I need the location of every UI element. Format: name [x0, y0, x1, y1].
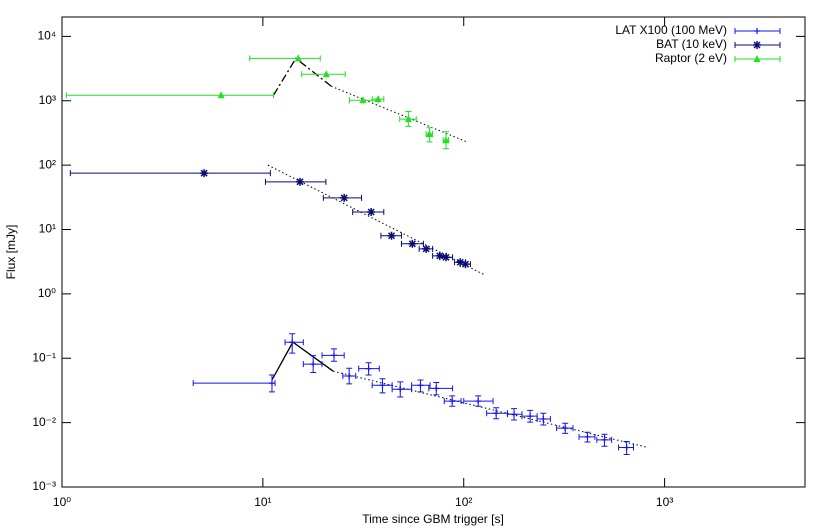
marker [601, 436, 608, 443]
marker [417, 382, 424, 389]
marker [330, 352, 337, 359]
y-tick-label: 10⁻¹ [32, 350, 56, 364]
marker [268, 380, 275, 387]
marker [200, 169, 209, 178]
marker [433, 385, 440, 392]
marker [295, 177, 304, 186]
x-error-bar [301, 71, 346, 78]
marker-stroke [408, 240, 416, 248]
marker [754, 28, 760, 34]
x-tick-label: 10³ [656, 495, 673, 509]
legend-label: BAT (10 keV) [656, 37, 727, 51]
marker [359, 96, 367, 104]
marker [753, 41, 761, 49]
marker [493, 410, 500, 417]
marker [346, 373, 353, 380]
marker-stroke [340, 194, 348, 202]
model-line [331, 85, 468, 143]
marker [289, 339, 296, 346]
marker [425, 130, 433, 138]
plot-frame [61, 16, 806, 488]
marker-shape [753, 55, 761, 62]
x-tick-label: 10⁰ [53, 495, 71, 509]
marker-stroke [442, 253, 450, 261]
marker [404, 115, 412, 123]
marker-shape [359, 96, 367, 104]
marker [441, 253, 450, 262]
x-error-bar [69, 170, 271, 177]
marker [527, 413, 534, 420]
model-line [271, 341, 334, 381]
y-tick-label: 10³ [39, 93, 56, 107]
y-tick-label: 10¹ [39, 222, 56, 236]
x-axis-label: Time since GBM trigger [s] [362, 512, 504, 526]
marker [753, 55, 761, 62]
marker [623, 444, 630, 451]
marker-shape [217, 91, 225, 99]
marker [294, 54, 302, 62]
marker [387, 231, 396, 240]
marker [365, 365, 372, 372]
marker [449, 398, 456, 405]
model-line [272, 57, 332, 96]
marker-shape [294, 54, 302, 62]
marker [408, 239, 417, 248]
model-line [333, 370, 649, 449]
marker-stroke [753, 41, 761, 49]
marker [340, 193, 349, 202]
x-tick-label: 10¹ [254, 495, 271, 509]
legend-label: Raptor (2 eV) [655, 51, 727, 65]
marker-shape [374, 95, 382, 103]
x-error-bar [192, 380, 276, 387]
marker-stroke [387, 232, 396, 240]
marker [584, 433, 591, 440]
marker [367, 208, 376, 217]
marker [540, 415, 547, 422]
marker-shape [442, 136, 450, 144]
marker-shape [322, 70, 330, 78]
marker [475, 398, 482, 405]
marker [397, 386, 404, 393]
y-tick-label: 10⁴ [37, 29, 56, 43]
x-error-bar [264, 178, 327, 185]
x-error-bar [428, 385, 454, 392]
marker [511, 411, 518, 418]
y-tick-label: 10⁻² [32, 415, 56, 429]
marker-stroke [296, 178, 304, 186]
marker-shape [404, 115, 412, 123]
marker [379, 382, 386, 389]
y-tick-label: 10⁰ [38, 286, 56, 300]
marker [374, 95, 382, 103]
marker [422, 244, 431, 253]
marker [322, 70, 330, 78]
marker [461, 260, 470, 269]
y-axis-label: Flux [mJy] [4, 225, 18, 280]
marker-stroke [422, 245, 430, 253]
y-tick-label: 10² [39, 157, 56, 171]
marker-shape [425, 130, 433, 138]
marker [562, 425, 569, 432]
x-tick-label: 10² [455, 495, 472, 509]
x-error-bar [65, 92, 275, 99]
marker [442, 136, 450, 144]
y-tick-label: 10⁻³ [32, 479, 56, 493]
x-error-bar [249, 55, 321, 62]
model-line [267, 164, 485, 275]
marker [310, 361, 317, 368]
marker [217, 91, 225, 99]
marker-stroke [200, 169, 208, 177]
legend-label: LAT X100 (100 MeV) [615, 23, 727, 37]
marker-stroke [367, 208, 375, 216]
marker-stroke [461, 260, 469, 268]
